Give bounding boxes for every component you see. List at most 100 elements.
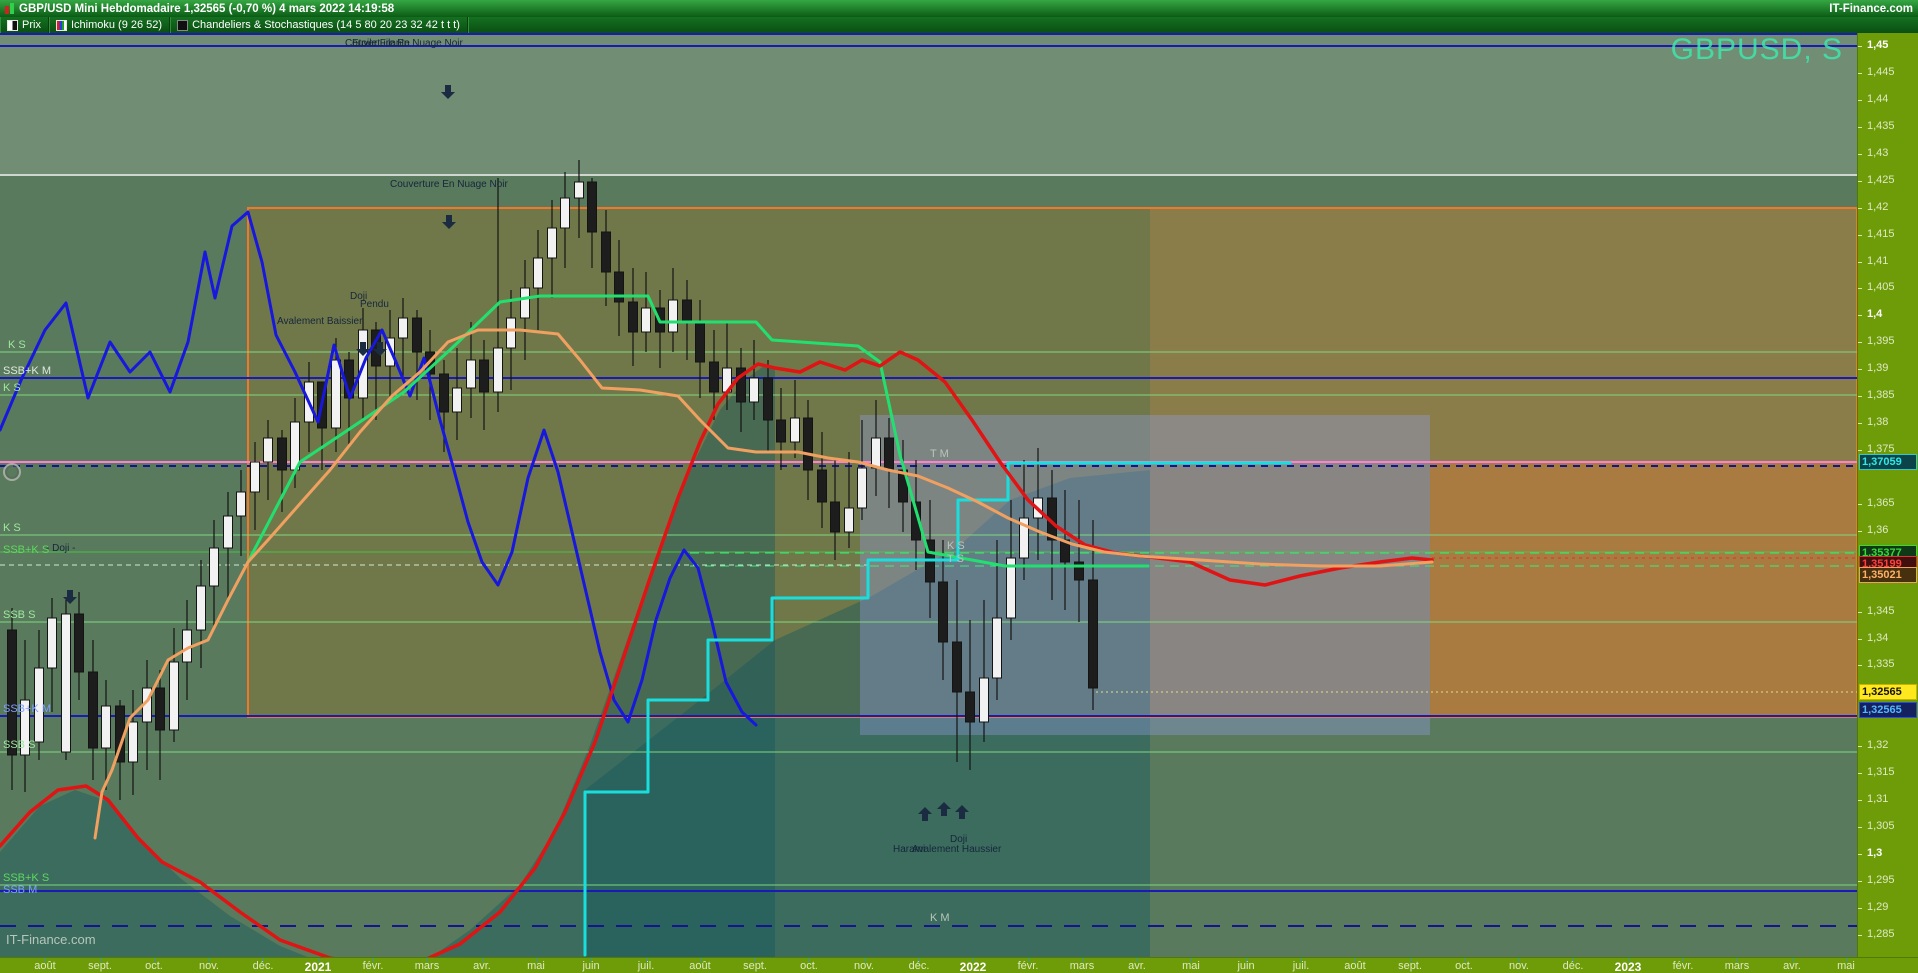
time-label: août xyxy=(1344,960,1366,972)
chart-canvas[interactable]: Couverture En Nuage Noir Etoile Filante Co… xyxy=(0,33,1857,957)
candle xyxy=(817,469,827,503)
price-label: 1,425 xyxy=(1867,174,1895,186)
candle xyxy=(412,317,422,353)
candle xyxy=(223,515,233,549)
tab-chandeliers-stochastiques[interactable]: Chandeliers & Stochastiques (14 5 80 20 … xyxy=(170,17,468,33)
price-label: 1,295 xyxy=(1867,874,1895,886)
price-label: 1,385 xyxy=(1867,389,1895,401)
candle xyxy=(736,367,746,403)
price-label: 1,315 xyxy=(1867,766,1895,778)
candle xyxy=(61,613,71,753)
time-label: juil. xyxy=(1292,960,1310,972)
app-candle-icon xyxy=(5,3,14,14)
price-label: 1,365 xyxy=(1867,497,1895,509)
time-label: oct. xyxy=(145,960,163,972)
time-label: mars xyxy=(414,960,440,972)
time-label: déc. xyxy=(908,960,930,972)
candle xyxy=(668,299,678,333)
candle xyxy=(1006,557,1016,619)
price-axis[interactable]: 1,45 1,445 1,44 1,435 1,43 1,425 1,42 1,415 1,41… xyxy=(1857,33,1918,957)
price-label: 1,39 xyxy=(1867,362,1889,374)
candle xyxy=(695,321,705,363)
time-label: mai xyxy=(1182,960,1200,972)
candle xyxy=(682,299,692,323)
chart-annotation: SSB+K S xyxy=(3,872,49,884)
time-label: juin xyxy=(1237,960,1255,972)
price-label: 1,32 xyxy=(1867,739,1889,751)
price-label: 1,42 xyxy=(1867,201,1889,213)
time-label: oct. xyxy=(800,960,818,972)
time-label-year: 2021 xyxy=(304,960,332,973)
candle xyxy=(992,617,1002,679)
time-label: mars xyxy=(1069,960,1095,972)
tab-prix-label: Prix xyxy=(22,19,41,31)
candle xyxy=(871,437,881,469)
tab-ichimoku-label: Ichimoku (9 26 52) xyxy=(70,19,163,31)
candle xyxy=(1088,579,1098,689)
up-arrow-icon xyxy=(955,805,969,819)
candle xyxy=(979,677,989,723)
time-label: sept. xyxy=(88,960,112,972)
prix-icon xyxy=(7,19,18,31)
window-title: GBP/USD Mini Hebdomadaire 1,32565 (-0,70… xyxy=(19,2,395,15)
chart-annotation: Avalement Baissier xyxy=(277,316,363,327)
time-label: nov. xyxy=(854,960,874,972)
candle xyxy=(574,181,584,199)
price-label: 1,29 xyxy=(1867,901,1889,913)
time-label: oct. xyxy=(1455,960,1473,972)
candle xyxy=(844,507,854,533)
time-label: nov. xyxy=(1509,960,1529,972)
candle xyxy=(965,691,975,723)
chart-annotation: SSB M xyxy=(3,884,37,896)
price-label: 1,45 xyxy=(1867,39,1889,51)
price-label: 1,345 xyxy=(1867,605,1895,617)
candle xyxy=(803,417,813,471)
price-label: 1,38 xyxy=(1867,416,1889,428)
chart-annotation: SSB+K M xyxy=(3,365,51,377)
price-label: 1,375 xyxy=(1867,443,1895,455)
down-arrow-icon xyxy=(373,342,387,356)
ssa-orange xyxy=(93,328,1434,840)
candle xyxy=(169,661,179,731)
candle xyxy=(830,501,840,533)
chart-annotation: Doji xyxy=(350,291,367,302)
tab-ichimoku[interactable]: Ichimoku (9 26 52) xyxy=(49,17,171,33)
tab-prix[interactable]: Prix xyxy=(0,17,49,33)
title-bar: GBP/USD Mini Hebdomadaire 1,32565 (-0,70… xyxy=(0,0,1918,17)
candle xyxy=(263,437,273,463)
candle xyxy=(776,419,786,443)
candle xyxy=(466,359,476,389)
toolbar-spacer xyxy=(468,17,1918,33)
time-label: avr. xyxy=(1783,960,1801,972)
candle xyxy=(155,687,165,731)
itfinance-brand-link[interactable]: IT-Finance.com xyxy=(1829,2,1913,15)
chart-annotation: SSB S xyxy=(3,739,35,751)
candle xyxy=(1074,561,1084,581)
candle xyxy=(520,287,530,319)
price-label: 1,34 xyxy=(1867,632,1889,644)
time-axis[interactable]: août sept. oct. nov. déc. 2021 févr. mars avr. ma… xyxy=(0,957,1918,973)
price-tag: 1,32565 xyxy=(1859,702,1917,718)
chart-annotation: SSB S xyxy=(3,609,35,621)
candle xyxy=(101,705,111,749)
candle xyxy=(7,629,17,756)
time-label: avr. xyxy=(473,960,491,972)
candle xyxy=(938,581,948,643)
up-arrow-icon xyxy=(918,807,932,821)
time-label: juin xyxy=(582,960,600,972)
price-label: 1,41 xyxy=(1867,255,1889,267)
candle xyxy=(547,227,557,259)
candle xyxy=(439,373,449,413)
candle xyxy=(790,417,800,443)
candle xyxy=(74,613,84,673)
down-arrow-icon xyxy=(442,215,456,229)
candle xyxy=(628,301,638,333)
ichimoku-icon xyxy=(55,19,67,31)
price-label: 1,415 xyxy=(1867,228,1895,240)
time-label: déc. xyxy=(1562,960,1584,972)
down-arrow-icon xyxy=(356,342,370,356)
ssb-cyan xyxy=(583,461,1292,957)
chart-annotation: Couverture En Nuage Noir xyxy=(390,179,509,190)
